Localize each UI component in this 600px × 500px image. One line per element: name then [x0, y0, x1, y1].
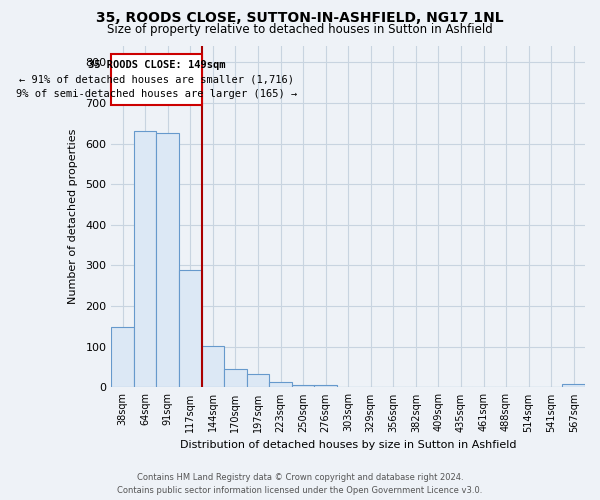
Text: 9% of semi-detached houses are larger (165) →: 9% of semi-detached houses are larger (1…: [16, 89, 297, 99]
Bar: [202, 346, 224, 388]
X-axis label: Distribution of detached houses by size in Sutton in Ashfield: Distribution of detached houses by size …: [180, 440, 517, 450]
Y-axis label: Number of detached properties: Number of detached properties: [68, 129, 79, 304]
Text: Size of property relative to detached houses in Sutton in Ashfield: Size of property relative to detached ho…: [107, 22, 493, 36]
Bar: [112, 328, 134, 388]
Bar: [269, 382, 292, 388]
Bar: [134, 130, 157, 388]
Bar: [292, 384, 314, 388]
Bar: [247, 374, 269, 388]
Text: ← 91% of detached houses are smaller (1,716): ← 91% of detached houses are smaller (1,…: [19, 74, 294, 85]
Bar: [562, 384, 585, 388]
Text: Contains HM Land Registry data © Crown copyright and database right 2024.
Contai: Contains HM Land Registry data © Crown c…: [118, 473, 482, 495]
Bar: [179, 270, 202, 388]
Bar: [157, 132, 179, 388]
FancyBboxPatch shape: [112, 54, 202, 105]
Bar: [314, 386, 337, 388]
Bar: [224, 368, 247, 388]
Text: 35, ROODS CLOSE, SUTTON-IN-ASHFIELD, NG17 1NL: 35, ROODS CLOSE, SUTTON-IN-ASHFIELD, NG1…: [96, 11, 504, 25]
Text: 35 ROODS CLOSE: 149sqm: 35 ROODS CLOSE: 149sqm: [88, 60, 225, 70]
